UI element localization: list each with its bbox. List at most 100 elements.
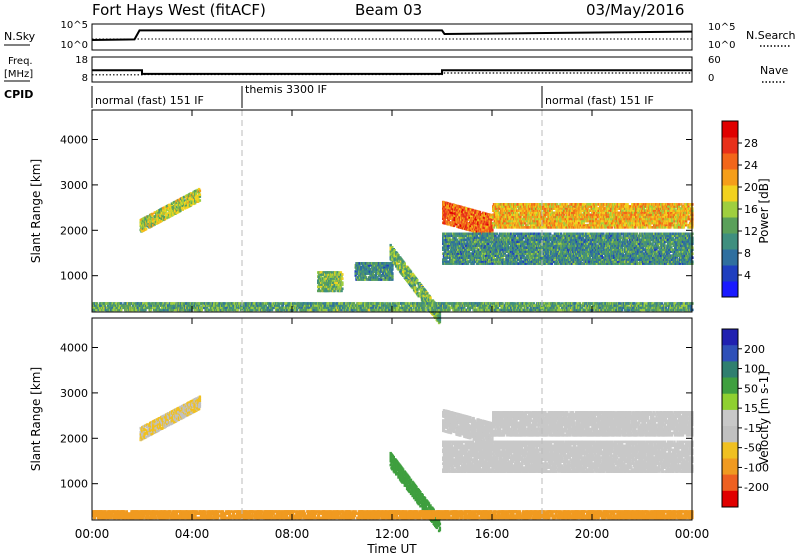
data-cell-2	[482, 228, 485, 231]
data-cell-3	[523, 226, 526, 229]
data-cell-3	[514, 211, 518, 215]
data-cell-3	[524, 209, 528, 212]
data-cell-1	[393, 249, 396, 252]
data-cell-3	[554, 215, 557, 219]
noise-left-label: N.Sky	[4, 30, 36, 43]
data-cell-3	[496, 203, 500, 206]
data-cell-3	[496, 223, 500, 227]
data-cell-2	[476, 212, 479, 215]
data-cell-3	[561, 203, 564, 206]
data-cell-3	[569, 217, 572, 221]
data-cell-1	[389, 243, 392, 247]
data-cell-3	[544, 207, 547, 210]
data-cell-2	[491, 230, 494, 234]
data-cell-3	[550, 209, 553, 212]
data-cell-3	[569, 215, 572, 219]
data-cell-2	[485, 212, 488, 216]
data-cell-3	[550, 226, 553, 229]
data-cell-2	[465, 219, 468, 223]
data-cell-3	[497, 215, 500, 219]
data-cell-3	[572, 205, 575, 208]
data-cell-3	[560, 213, 564, 217]
data-cell-0	[179, 209, 182, 213]
data-cell-2	[446, 202, 450, 205]
data-cell-3	[535, 209, 538, 212]
data-cell-3	[535, 219, 539, 223]
data-cell-2	[483, 218, 486, 221]
data-cell-0	[168, 203, 171, 207]
data-cell-3	[523, 215, 526, 219]
data-cell-2	[455, 223, 458, 226]
data-cell-3	[508, 226, 511, 229]
data-cell-3	[595, 205, 598, 208]
data-cell-1	[389, 247, 392, 251]
data-cell-3	[555, 213, 558, 217]
data-cell-2	[452, 210, 456, 213]
data-cell-0	[197, 196, 200, 199]
data-cell-2	[449, 205, 453, 208]
data-cell-3	[503, 223, 507, 227]
data-cell-0	[163, 215, 167, 219]
data-cell-0	[150, 224, 153, 228]
data-cell-3	[592, 217, 596, 221]
data-cell-2	[454, 212, 457, 216]
data-cell-2	[489, 215, 493, 219]
noise-right-tick-top: 10^5	[708, 22, 735, 33]
data-cell-0	[187, 195, 191, 198]
data-cell-0	[186, 201, 189, 205]
n-sky-line	[91, 29, 693, 41]
data-cell-2	[483, 212, 486, 215]
data-cell-1	[391, 246, 394, 249]
data-cell-2	[449, 211, 453, 214]
data-cell-3	[570, 219, 574, 223]
data-cell-3	[512, 221, 515, 225]
data-cell-2	[474, 228, 478, 231]
data-cell-3	[592, 213, 595, 217]
date-title: 03/May/2016	[586, 1, 684, 19]
data-cell-3	[498, 211, 501, 215]
data-cell-0	[184, 204, 188, 208]
data-cell-2	[445, 205, 448, 209]
data-cell-3	[590, 226, 593, 229]
data-cell-2	[442, 205, 446, 208]
data-cell-2	[463, 219, 466, 222]
data-cell-3	[510, 219, 513, 223]
data-cell-3	[582, 221, 585, 225]
data-cell-3	[577, 223, 580, 227]
data-cell-2	[475, 230, 478, 234]
data-cell-2	[453, 218, 457, 222]
data-cell-3	[518, 213, 521, 217]
data-cell-3	[532, 209, 535, 212]
data-cell-0	[194, 201, 197, 205]
data-cell-1	[426, 292, 429, 295]
data-cell-2	[486, 221, 489, 224]
data-cell-2	[482, 226, 485, 229]
data-cell-3	[520, 207, 523, 210]
cpid-label: CPID	[4, 88, 33, 101]
data-cell-3	[513, 209, 516, 212]
data-cell-3	[560, 207, 564, 210]
data-cell-3	[559, 217, 562, 221]
data-cell-2	[475, 222, 478, 225]
data-cell-3	[559, 203, 562, 206]
data-cell-3	[600, 217, 603, 221]
data-cell-2	[486, 217, 489, 220]
data-cell-2	[470, 214, 473, 218]
data-cell-3	[569, 205, 572, 208]
data-cell-2	[463, 223, 467, 226]
data-cell-2	[449, 213, 453, 216]
data-cell-3	[592, 211, 596, 215]
data-cell-2	[471, 208, 475, 212]
data-cell-3	[560, 221, 564, 225]
data-cell-2	[480, 221, 483, 225]
data-cell-3	[499, 215, 502, 219]
data-cell-3	[596, 226, 600, 229]
data-cell-3	[560, 209, 563, 212]
data-cell-3	[546, 203, 550, 206]
data-cell-1	[438, 312, 442, 316]
data-cell-2	[449, 215, 452, 218]
data-cell-0	[198, 189, 202, 193]
data-cell-3	[535, 205, 538, 208]
data-cell-0	[162, 208, 165, 212]
data-cell-0	[148, 219, 152, 223]
